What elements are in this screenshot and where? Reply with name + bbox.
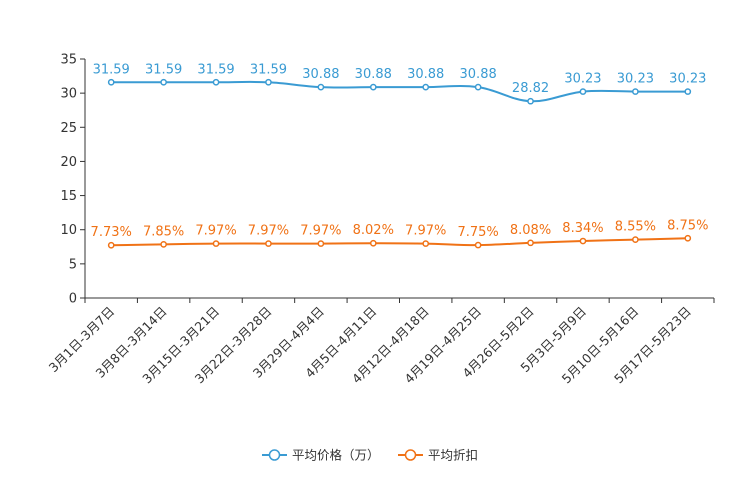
data-label: 30.23	[564, 72, 601, 87]
data-label: 7.75%	[457, 225, 498, 240]
data-point	[579, 88, 587, 95]
data-point	[632, 88, 639, 95]
data-point	[474, 83, 482, 91]
y-tick-label: 20	[60, 155, 77, 170]
y-tick-label: 25	[60, 121, 77, 136]
data-label: 8.08%	[510, 223, 551, 238]
data-point	[684, 234, 692, 242]
data-point	[160, 241, 167, 248]
data-point	[369, 83, 377, 91]
data-point	[632, 236, 639, 243]
data-label: 31.59	[250, 62, 287, 77]
legend-label: 平均价格（万）	[292, 448, 380, 463]
series-group: 31.59 31.59 31.59 31.59 30.88 30.88 30.88 30.88…	[91, 62, 708, 249]
data-label: 28.82	[512, 81, 549, 96]
data-label: 7.85%	[143, 224, 184, 239]
data-label: 8.75%	[667, 218, 708, 233]
data-label: 30.88	[460, 67, 497, 82]
data-point	[684, 88, 692, 95]
data-point	[265, 240, 272, 247]
y-tick-label: 30	[60, 87, 77, 102]
data-label: 7.97%	[300, 224, 341, 239]
data-label: 7.97%	[195, 224, 236, 239]
legend-marker	[268, 449, 281, 461]
data-label: 31.59	[197, 62, 234, 77]
data-point	[317, 83, 325, 91]
y-axis-ticks: 0 5 10 15 20 25 30 35	[60, 53, 85, 307]
y-tick-label: 0	[69, 292, 77, 307]
data-point	[107, 241, 115, 249]
data-label: 30.88	[407, 67, 444, 82]
y-tick-label: 10	[60, 223, 77, 238]
data-label: 30.88	[302, 67, 339, 82]
data-point	[422, 83, 430, 91]
legend-marker	[404, 449, 417, 461]
data-label: 30.23	[669, 72, 706, 87]
y-tick-label: 5	[69, 257, 77, 272]
x-axis-ticks: 3月1日-3月7日3月8日-3月14日3月15日-3月21日3月22日-3月28…	[46, 298, 715, 386]
data-point	[527, 97, 534, 105]
data-point	[422, 240, 430, 247]
data-label: 30.88	[355, 67, 392, 82]
legend-item-average-discount[interactable]: 平均折扣	[398, 448, 478, 463]
data-label: 31.59	[93, 62, 130, 77]
data-point	[160, 78, 167, 86]
y-tick-label: 15	[60, 189, 77, 204]
data-label: 8.02%	[353, 223, 394, 238]
series-average-discount: 7.73% 7.85% 7.97% 7.97% 7.97% 8.02% 7.97% 7.75%…	[91, 218, 708, 249]
data-point	[265, 78, 272, 86]
data-point	[107, 78, 115, 86]
data-label: 7.97%	[248, 224, 289, 239]
data-point	[579, 237, 587, 245]
series-line	[111, 237, 688, 247]
data-label: 30.23	[617, 72, 654, 87]
series-line	[111, 80, 688, 103]
data-label: 7.73%	[91, 225, 132, 240]
axes	[84, 59, 714, 299]
data-point	[317, 240, 325, 247]
legend-item-average-price[interactable]: 平均价格（万）	[262, 448, 380, 463]
legend[interactable]: 平均价格（万） 平均折扣	[262, 448, 478, 463]
data-point	[527, 239, 534, 247]
data-label: 31.59	[145, 62, 182, 77]
legend-label: 平均折扣	[428, 448, 478, 463]
data-label: 8.34%	[562, 221, 603, 236]
data-label: 7.97%	[405, 224, 446, 239]
data-point	[369, 239, 377, 247]
data-point	[212, 78, 220, 86]
y-tick-label: 35	[60, 53, 77, 68]
data-point	[212, 240, 220, 247]
series-average-price: 31.59 31.59 31.59 31.59 30.88 30.88 30.88 30.88…	[93, 62, 706, 105]
data-label: 8.55%	[615, 220, 656, 235]
data-point	[474, 241, 482, 249]
